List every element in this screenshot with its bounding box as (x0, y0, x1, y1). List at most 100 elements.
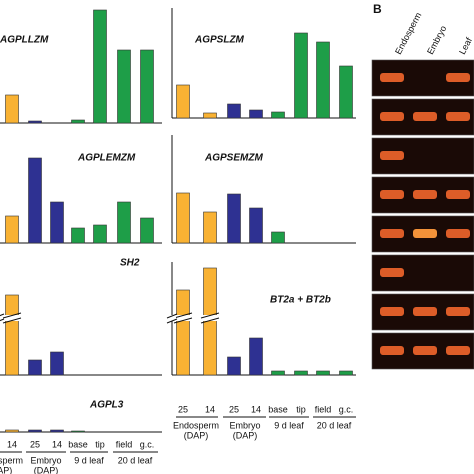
axis-break-mark (166, 313, 178, 324)
gel-band (380, 190, 404, 199)
group-label: (DAP) (233, 430, 258, 440)
chart-title: SH2 (120, 258, 140, 269)
gel-band (380, 307, 404, 316)
bar (117, 201, 131, 244)
axis-break-mark (2, 312, 22, 324)
x-tick-label: 14 (205, 404, 215, 414)
group-label: Embryo (30, 455, 61, 465)
gel-band (380, 73, 404, 82)
gel-band (380, 229, 404, 238)
bar (294, 370, 308, 376)
bar (249, 109, 263, 119)
bar (227, 193, 241, 244)
chart-title: AGPSEMZM (204, 153, 263, 164)
lane-label: Leaf (457, 35, 474, 56)
group-label: 20 d leaf (317, 420, 352, 430)
axis-break-mark (173, 312, 193, 324)
bar (140, 217, 154, 244)
gel-band (413, 190, 437, 199)
bar (316, 41, 330, 119)
group-label: Endosperm (173, 420, 219, 430)
gel-band (413, 112, 437, 121)
gel-band (446, 73, 470, 82)
bar (271, 111, 285, 119)
bar (5, 94, 19, 124)
gel-band (446, 190, 470, 199)
bar (176, 192, 190, 244)
x-tick-label: tip (95, 439, 105, 449)
x-tick-label: 14 (7, 439, 17, 449)
bar (203, 211, 217, 244)
x-tick-label: g.c. (339, 404, 354, 414)
axis-break-mark (200, 312, 220, 324)
x-tick-label: 25 (229, 404, 239, 414)
x-tick-label: base (268, 404, 288, 414)
bar (176, 289, 190, 376)
bar (93, 9, 107, 124)
axis-break-mark (0, 313, 5, 322)
bar (28, 120, 42, 124)
x-tick-label: 14 (52, 439, 62, 449)
x-tick-label: 25 (178, 404, 188, 414)
bar (117, 49, 131, 124)
chart-title: AGPSLZM (194, 35, 245, 46)
bar (5, 215, 19, 244)
group-label: 20 d leaf (118, 455, 153, 465)
gel-band (380, 151, 404, 160)
gel-band (446, 229, 470, 238)
bar (249, 207, 263, 244)
axis-break (201, 315, 219, 321)
bar (71, 430, 85, 433)
chart-title: BT2a + BT2b (270, 295, 331, 306)
group-label: (DAP) (0, 465, 12, 474)
bar (28, 359, 42, 376)
group-label: 9 d leaf (74, 455, 104, 465)
x-tick-label: base (68, 439, 88, 449)
bar (28, 157, 42, 244)
group-label: 9 d leaf (274, 420, 304, 430)
x-tick-label: field (116, 439, 133, 449)
bar (316, 370, 330, 376)
chart-title: AGPL3 (89, 400, 124, 411)
gel-band (446, 307, 470, 316)
axis-break (168, 315, 176, 321)
bar (71, 119, 85, 124)
bar (93, 224, 107, 244)
x-tick-label: g.c. (140, 439, 155, 449)
bar (227, 356, 241, 376)
x-tick-label: tip (296, 404, 306, 414)
axis-break (174, 315, 192, 321)
gel-band (413, 307, 437, 316)
bar (203, 112, 217, 119)
bar (339, 65, 353, 119)
bar (71, 227, 85, 244)
bar (176, 84, 190, 119)
gel-band (380, 112, 404, 121)
bar (249, 337, 263, 376)
group-label: Embryo (229, 420, 260, 430)
gel-band (413, 229, 437, 238)
bar (339, 370, 353, 376)
gel-band (380, 346, 404, 355)
group-label: (DAP) (184, 430, 209, 440)
lane-label: Endosperm (393, 11, 423, 56)
lane-label: Embryo (425, 24, 448, 56)
bar (5, 294, 19, 376)
bar (271, 231, 285, 244)
bar (140, 49, 154, 124)
x-tick-label: 25 (30, 439, 40, 449)
gel: B Endosperm Embryo Leaf (373, 2, 474, 56)
gel-band (446, 112, 470, 121)
x-tick-label: field (315, 404, 332, 414)
gel-band (413, 346, 437, 355)
gel-band (380, 268, 404, 277)
panel-label: B (373, 2, 382, 16)
bar (50, 429, 64, 433)
bar (28, 429, 42, 433)
group-label: (DAP) (34, 465, 59, 474)
chart-title: AGPLEMZM (77, 153, 136, 164)
bar (203, 267, 217, 376)
axis-break (3, 315, 21, 321)
axis-break (0, 315, 3, 321)
